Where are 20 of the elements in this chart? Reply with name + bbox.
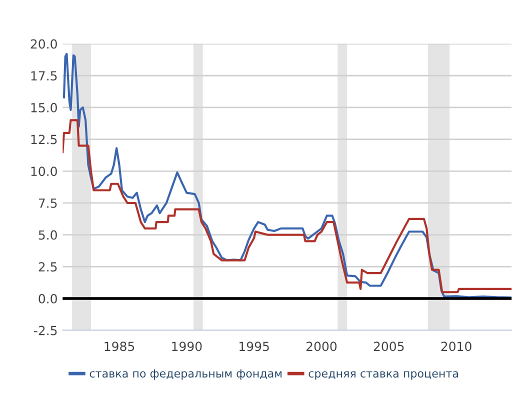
line-series bbox=[62, 52, 512, 299]
y-tick-label: 0.0 bbox=[38, 294, 57, 304]
x-tick-label: 2000 bbox=[306, 342, 337, 352]
y-tick-label: 20.0 bbox=[30, 39, 57, 49]
y-tick-label: 7.5 bbox=[38, 198, 57, 208]
legend-label: средняя ставка процента bbox=[308, 371, 458, 380]
legend-label: ставка по федеральным фондам bbox=[90, 369, 282, 380]
line-series bbox=[62, 119, 512, 294]
x-tick-label: 2005 bbox=[374, 342, 404, 352]
x-tick-label: 1995 bbox=[240, 342, 269, 352]
x-tick-label: 1985 bbox=[104, 342, 134, 352]
x-tick-label: 2010 bbox=[441, 342, 472, 352]
y-tick-label: 12.5 bbox=[31, 134, 57, 144]
y-tick-label: 15.0 bbox=[31, 102, 57, 112]
y-tick-label: -2.5 bbox=[34, 326, 57, 336]
x-tick-label: 1990 bbox=[172, 342, 202, 352]
y-tick-label: 17.5 bbox=[31, 71, 57, 81]
y-tick-label: 10.0 bbox=[31, 166, 57, 176]
y-tick-label: 5.0 bbox=[38, 230, 57, 240]
y-tick-label: 2.5 bbox=[38, 262, 57, 272]
